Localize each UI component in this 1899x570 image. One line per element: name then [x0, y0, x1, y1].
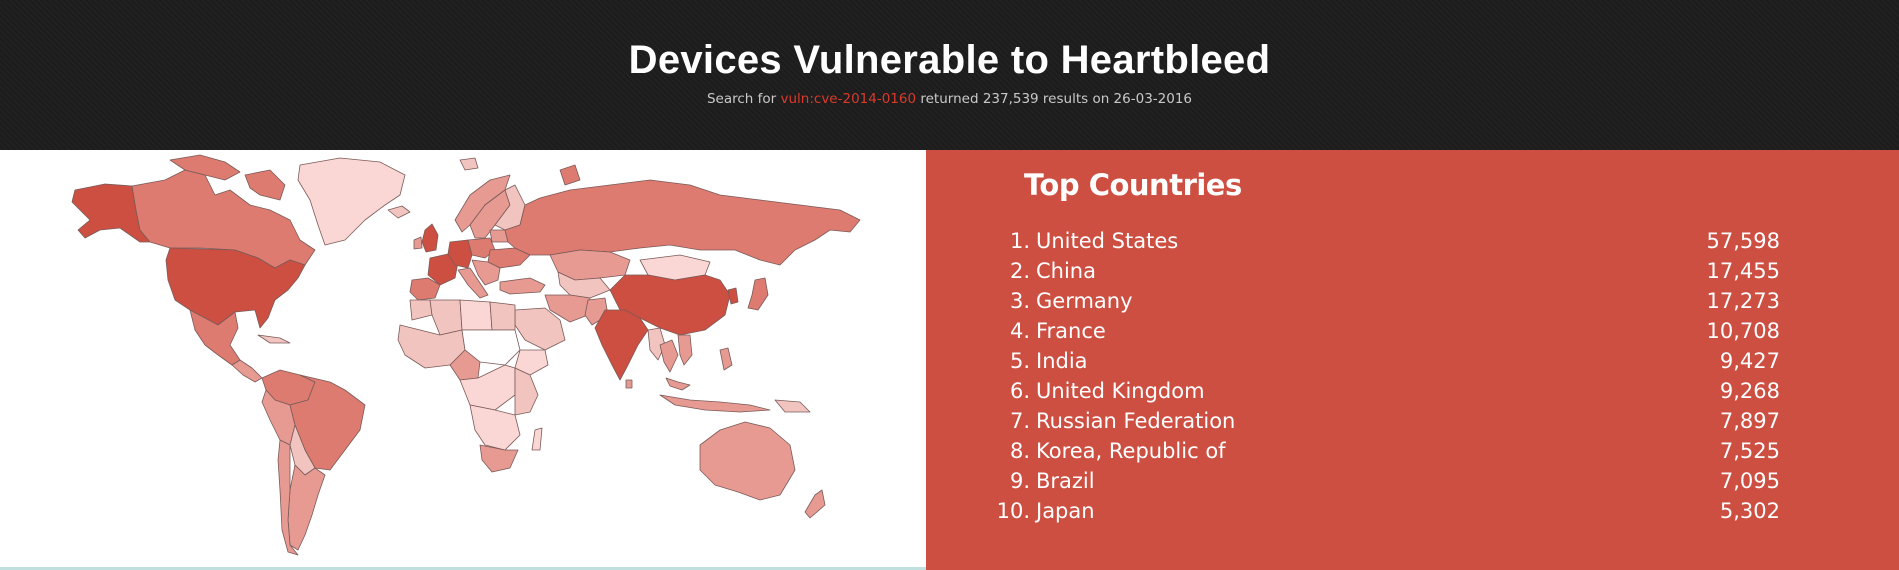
map-country-korea[interactable] — [727, 287, 739, 305]
map-country-nigeria[interactable] — [449, 349, 481, 381]
map-country-iceland[interactable] — [387, 205, 411, 219]
map-country-united-states[interactable] — [165, 247, 306, 329]
country-rank: 6. — [1009, 379, 1030, 403]
map-country-svalbard[interactable] — [459, 157, 479, 171]
map-country-balkans[interactable] — [471, 259, 501, 286]
country-count: 9,427 — [1719, 349, 1780, 373]
country-rank: 8. — [1009, 439, 1030, 463]
map-country-united-kingdom[interactable] — [421, 223, 439, 253]
map-country-italy[interactable] — [457, 267, 489, 299]
map-country-new-zealand[interactable] — [804, 489, 826, 519]
map-country-egypt[interactable] — [489, 301, 516, 331]
country-count: 57,598 — [1706, 229, 1780, 253]
search-summary-suffix: returned 237,539 results on 26-03-2016 — [916, 91, 1193, 107]
country-name: Korea, Republic of — [1036, 439, 1226, 463]
country-count: 5,302 — [1719, 499, 1780, 523]
map-country-novaya-zemlya[interactable] — [559, 164, 581, 186]
country-row[interactable]: 6. United Kingdom 9,268 — [986, 376, 1780, 406]
map-country-russia[interactable] — [504, 179, 861, 266]
country-name: United States — [1036, 229, 1179, 253]
map-country-australia[interactable] — [699, 421, 796, 501]
country-name: China — [1036, 259, 1096, 283]
map-country-indonesia[interactable] — [659, 394, 771, 413]
map-country-canada-islands[interactable] — [169, 154, 241, 181]
country-row[interactable]: 3. Germany 17,273 — [986, 286, 1780, 316]
world-map-svg — [71, 154, 861, 556]
country-count: 10,708 — [1706, 319, 1780, 343]
country-rank: 10. — [996, 499, 1030, 523]
map-country-morocco[interactable] — [409, 299, 433, 321]
map-country-canada[interactable] — [131, 169, 316, 269]
map-country-central-asia[interactable] — [557, 271, 611, 299]
country-row[interactable]: 4. France 10,708 — [986, 316, 1780, 346]
country-rank: 9. — [1009, 469, 1030, 493]
search-summary-prefix: Search for — [706, 91, 781, 107]
country-row[interactable]: 9. Brazil 7,095 — [986, 466, 1780, 496]
map-country-philippines[interactable] — [719, 347, 733, 371]
map-country-vietnam[interactable] — [677, 334, 693, 366]
country-name: Japan — [1036, 499, 1095, 523]
map-country-brazil[interactable] — [289, 374, 366, 471]
search-query-link[interactable]: vuln:cve-2014-0160 — [780, 91, 917, 107]
country-rank: 2. — [1009, 259, 1030, 283]
map-country-china[interactable] — [609, 274, 731, 336]
country-count: 7,897 — [1719, 409, 1780, 433]
country-row[interactable]: 1. United States 57,598 — [986, 226, 1780, 256]
map-country-central-america[interactable] — [231, 359, 263, 383]
map-country-malaysia[interactable] — [665, 377, 691, 391]
map-country-ireland[interactable] — [413, 236, 423, 250]
country-count: 7,525 — [1719, 439, 1780, 463]
map-country-east-africa[interactable] — [514, 367, 539, 416]
country-rank: 1. — [1009, 229, 1030, 253]
country-rank: 4. — [1009, 319, 1030, 343]
map-country-saudi-arabia[interactable] — [514, 307, 566, 351]
country-row[interactable]: 5. India 9,427 — [986, 346, 1780, 376]
map-country-argentina[interactable] — [287, 464, 326, 551]
country-count: 17,273 — [1706, 289, 1780, 313]
world-map — [0, 150, 926, 570]
country-name: Germany — [1036, 289, 1133, 313]
country-count: 9,268 — [1719, 379, 1780, 403]
page-header: Devices Vulnerable to Heartbleed Search … — [0, 0, 1899, 150]
divider — [0, 567, 926, 570]
page-title: Devices Vulnerable to Heartbleed — [628, 38, 1271, 82]
search-summary: Search for vuln:cve-2014-0160 returned 2… — [0, 91, 1899, 107]
top-countries-list: 1. United States 57,598 2. China 17,455 3. Ge… — [986, 226, 1780, 526]
country-row[interactable]: 10. Japan 5,302 — [986, 496, 1780, 526]
map-country-algeria[interactable] — [429, 299, 463, 336]
top-countries-panel: Top Countries 1. United States 57,598 2. Ch… — [926, 150, 1899, 570]
map-country-greenland[interactable] — [297, 157, 406, 246]
country-count: 7,095 — [1719, 469, 1780, 493]
map-country-thailand[interactable] — [659, 339, 679, 373]
country-name: United Kingdom — [1036, 379, 1205, 403]
map-country-sri-lanka[interactable] — [625, 379, 633, 389]
country-name: India — [1036, 349, 1088, 373]
map-country-southern-africa[interactable] — [469, 404, 521, 451]
map-country-japan[interactable] — [747, 277, 769, 311]
map-country-madagascar[interactable] — [531, 427, 543, 451]
map-country-turkey[interactable] — [499, 277, 546, 295]
map-country-canada-baffin[interactable] — [244, 169, 286, 201]
country-row[interactable]: 7. Russian Federation 7,897 — [986, 406, 1780, 436]
country-rank: 7. — [1009, 409, 1030, 433]
country-row[interactable]: 8. Korea, Republic of 7,525 — [986, 436, 1780, 466]
map-country-papua[interactable] — [774, 399, 811, 413]
country-name: Russian Federation — [1036, 409, 1236, 433]
country-name: Brazil — [1036, 469, 1095, 493]
map-country-ethiopia[interactable] — [514, 349, 549, 376]
map-country-chile[interactable] — [277, 439, 299, 556]
map-country-south-africa[interactable] — [479, 444, 519, 473]
country-name: France — [1036, 319, 1106, 343]
country-count: 17,455 — [1706, 259, 1780, 283]
map-country-libya[interactable] — [459, 299, 493, 331]
top-countries-title: Top Countries — [1024, 168, 1242, 202]
map-country-spain[interactable] — [409, 277, 441, 301]
map-country-mexico[interactable] — [189, 309, 241, 366]
country-rank: 5. — [1009, 349, 1030, 373]
map-country-cuba[interactable] — [257, 334, 291, 344]
map-country-india[interactable] — [594, 309, 649, 381]
country-row[interactable]: 2. China 17,455 — [986, 256, 1780, 286]
country-rank: 3. — [1009, 289, 1030, 313]
